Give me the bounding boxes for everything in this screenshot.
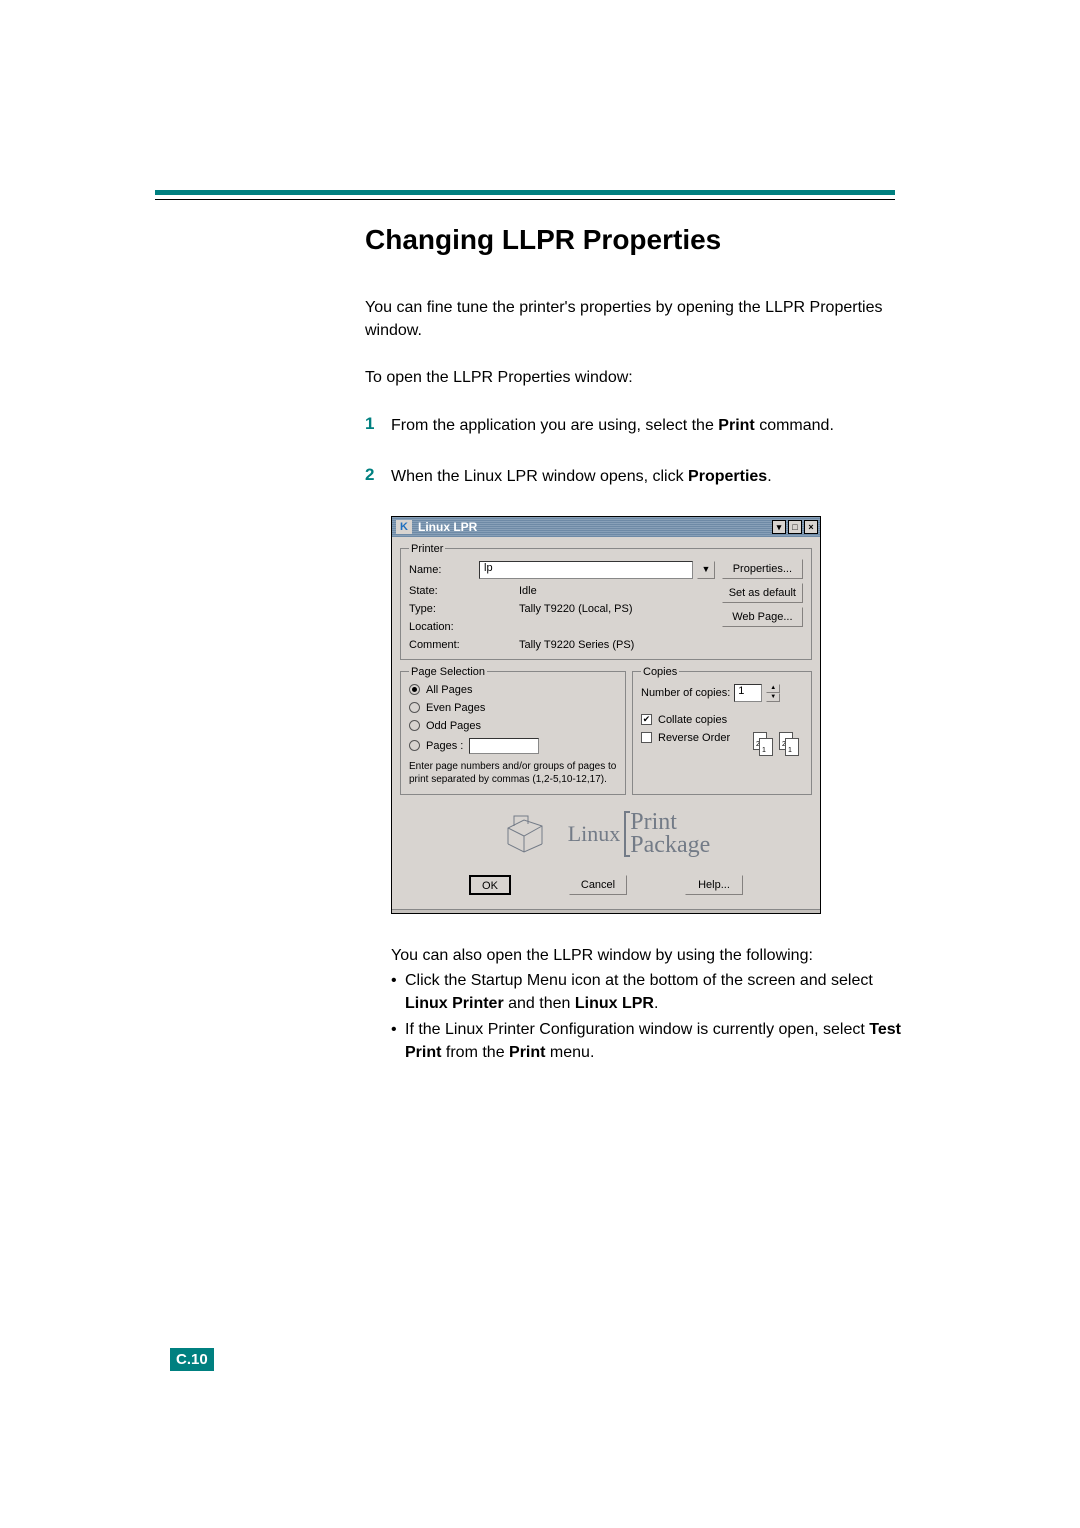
step-2: 2 When the Linux LPR window opens, click… <box>365 465 905 488</box>
collate-checkbox[interactable]: ✔ Collate copies <box>641 714 803 726</box>
type-label: Type: <box>409 603 479 615</box>
b2-bold-2: Print <box>509 1044 545 1061</box>
ok-button[interactable]: OK <box>469 875 511 895</box>
intro-paragraph-2: To open the LLPR Properties window: <box>365 366 905 389</box>
all-pages-radio[interactable]: All Pages <box>409 684 617 696</box>
page-selection-legend: Page Selection <box>409 666 487 678</box>
step-1: 1 From the application you are using, se… <box>365 414 905 437</box>
even-pages-label: Even Pages <box>426 702 485 714</box>
bullet-icon: • <box>391 969 405 1015</box>
type-value: Tally T9220 (Local, PS) <box>519 603 715 615</box>
b2-text-e: menu. <box>545 1044 594 1061</box>
dialog-title: Linux LPR <box>418 520 477 534</box>
intro-paragraph-1: You can fine tune the printer's properti… <box>365 296 905 342</box>
page-num-value: 10 <box>191 1351 208 1368</box>
reverse-label: Reverse Order <box>658 732 730 744</box>
page-selection-group: Page Selection All Pages Even Pages Odd … <box>400 666 626 795</box>
pages-hint: Enter page numbers and/or groups of page… <box>409 760 617 786</box>
printer-name-input[interactable]: lp <box>479 561 693 579</box>
thin-rule <box>155 199 895 200</box>
set-default-button[interactable]: Set as default <box>722 583 803 603</box>
even-pages-radio[interactable]: Even Pages <box>409 702 617 714</box>
post-lead: You can also open the LLPR window by usi… <box>391 944 905 967</box>
radio-icon <box>409 720 420 731</box>
b1-text-a: Click the Startup Menu icon at the botto… <box>405 972 873 989</box>
kde-icon: K <box>396 520 412 534</box>
step-1-text-c: command. <box>755 417 834 434</box>
pages-input[interactable] <box>469 738 539 754</box>
printer-legend: Printer <box>409 543 445 555</box>
logo-print: Print <box>630 811 710 834</box>
num-copies-input[interactable]: 1 <box>734 684 762 702</box>
odd-pages-label: Odd Pages <box>426 720 481 732</box>
state-value: Idle <box>519 585 715 597</box>
close-button[interactable]: × <box>804 520 818 534</box>
linux-lpr-dialog: K Linux LPR ▾ □ × Printer Name: lp ▼ <box>391 516 821 914</box>
odd-pages-radio[interactable]: Odd Pages <box>409 720 617 732</box>
step-1-bold: Print <box>718 417 754 434</box>
radio-icon <box>409 702 420 713</box>
state-label: State: <box>409 585 479 597</box>
checkbox-icon <box>641 732 652 743</box>
step-2-bold: Properties <box>688 468 767 485</box>
copies-legend: Copies <box>641 666 679 678</box>
pages-radio[interactable]: Pages : <box>409 738 617 754</box>
checkbox-icon: ✔ <box>641 714 652 725</box>
spinner-up-icon[interactable]: ▲ <box>766 684 780 693</box>
minimize-button[interactable]: ▾ <box>772 520 786 534</box>
comment-label: Comment: <box>409 639 479 651</box>
step-1-text: From the application you are using, sele… <box>391 414 834 437</box>
logo-linux: Linux <box>568 821 621 847</box>
radio-icon <box>409 684 420 695</box>
collate-label: Collate copies <box>658 714 727 726</box>
maximize-button[interactable]: □ <box>788 520 802 534</box>
dialog-bottom-edge <box>392 909 820 913</box>
copies-group: Copies Number of copies: 1 ▲ ▼ ✔ Collate… <box>632 666 812 795</box>
pages-label: Pages : <box>426 740 463 752</box>
help-button[interactable]: Help... <box>685 875 743 895</box>
b1-bold-1: Linux Printer <box>405 995 504 1012</box>
logo-package: Package <box>630 834 710 857</box>
page-num-prefix: C. <box>176 1351 191 1368</box>
printer-icon <box>502 814 550 854</box>
printer-name-dropdown[interactable]: ▼ <box>697 561 715 579</box>
step-1-text-a: From the application you are using, sele… <box>391 417 718 434</box>
b2-text-a: If the Linux Printer Configuration windo… <box>405 1021 869 1038</box>
radio-icon <box>409 740 420 751</box>
bullet-2: • If the Linux Printer Configuration win… <box>391 1018 905 1064</box>
b1-text-e: . <box>654 995 658 1012</box>
collate-diagram-icon: 2 1 2 1 <box>753 732 803 766</box>
location-label: Location: <box>409 621 479 633</box>
all-pages-label: All Pages <box>426 684 472 696</box>
step-2-number: 2 <box>365 465 391 488</box>
logo-area: Linux Print Package <box>400 801 812 871</box>
b1-text-c: and then <box>504 995 575 1012</box>
step-2-text-c: . <box>767 468 771 485</box>
dialog-titlebar[interactable]: K Linux LPR ▾ □ × <box>392 517 820 537</box>
page-number: C.10 <box>170 1348 214 1371</box>
logo-text: Linux Print Package <box>568 811 711 857</box>
spinner-down-icon[interactable]: ▼ <box>766 693 780 702</box>
step-1-number: 1 <box>365 414 391 437</box>
num-copies-label: Number of copies: <box>641 687 730 699</box>
reverse-checkbox[interactable]: Reverse Order <box>641 732 730 744</box>
step-2-text: When the Linux LPR window opens, click P… <box>391 465 772 488</box>
b1-bold-2: Linux LPR <box>575 995 654 1012</box>
web-page-button[interactable]: Web Page... <box>722 607 803 627</box>
bullet-1: • Click the Startup Menu icon at the bot… <box>391 969 905 1015</box>
printer-group: Printer Name: lp ▼ State: Idle Type: <box>400 543 812 660</box>
cancel-button[interactable]: Cancel <box>569 875 627 895</box>
name-label: Name: <box>409 564 479 576</box>
bullet-icon: • <box>391 1018 405 1064</box>
properties-button[interactable]: Properties... <box>722 559 803 579</box>
comment-value: Tally T9220 Series (PS) <box>519 639 715 651</box>
b2-text-c: from the <box>441 1044 509 1061</box>
top-rule <box>155 190 895 195</box>
step-2-text-a: When the Linux LPR window opens, click <box>391 468 688 485</box>
copies-spinner[interactable]: ▲ ▼ <box>766 684 780 702</box>
section-title: Changing LLPR Properties <box>365 224 905 256</box>
